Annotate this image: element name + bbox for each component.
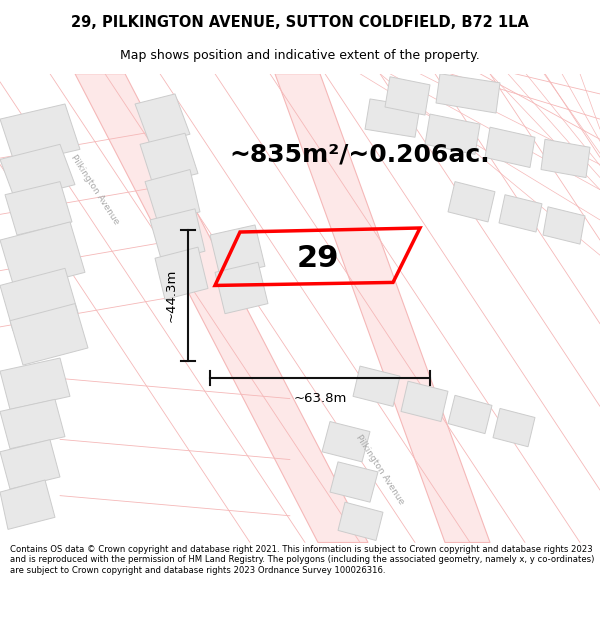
Text: ~63.8m: ~63.8m (293, 392, 347, 405)
Text: ~835m²/~0.206ac.: ~835m²/~0.206ac. (230, 142, 490, 166)
Polygon shape (425, 114, 480, 154)
Polygon shape (330, 462, 378, 502)
Polygon shape (353, 366, 400, 406)
Polygon shape (485, 127, 535, 168)
Text: Contains OS data © Crown copyright and database right 2021. This information is : Contains OS data © Crown copyright and d… (10, 545, 595, 575)
Polygon shape (385, 77, 430, 115)
Polygon shape (436, 74, 500, 113)
Polygon shape (0, 358, 70, 409)
Text: Pilkington Avenue: Pilkington Avenue (69, 153, 121, 226)
Polygon shape (75, 74, 368, 542)
Polygon shape (0, 104, 80, 164)
Polygon shape (150, 209, 205, 262)
Text: Map shows position and indicative extent of the property.: Map shows position and indicative extent… (120, 49, 480, 62)
Text: 29: 29 (297, 244, 339, 272)
Text: ~44.3m: ~44.3m (165, 269, 178, 322)
Polygon shape (145, 169, 200, 223)
Text: 29, PILKINGTON AVENUE, SUTTON COLDFIELD, B72 1LA: 29, PILKINGTON AVENUE, SUTTON COLDFIELD,… (71, 14, 529, 29)
Polygon shape (322, 421, 370, 462)
Polygon shape (155, 247, 208, 299)
Polygon shape (0, 268, 78, 331)
Polygon shape (448, 396, 492, 434)
Polygon shape (448, 182, 495, 222)
Polygon shape (0, 144, 75, 200)
Polygon shape (0, 399, 65, 449)
Polygon shape (499, 195, 542, 232)
Polygon shape (140, 133, 198, 184)
Polygon shape (275, 74, 490, 542)
Polygon shape (338, 502, 383, 541)
Polygon shape (0, 480, 55, 529)
Text: Pilkington Avenue: Pilkington Avenue (354, 433, 406, 506)
Polygon shape (210, 225, 265, 276)
Polygon shape (541, 139, 590, 177)
Polygon shape (365, 99, 420, 138)
Polygon shape (543, 207, 585, 244)
Polygon shape (401, 381, 448, 421)
Polygon shape (0, 439, 60, 489)
Polygon shape (5, 182, 72, 235)
Polygon shape (10, 304, 88, 365)
Polygon shape (493, 408, 535, 447)
Polygon shape (135, 94, 190, 144)
Polygon shape (215, 262, 268, 314)
Polygon shape (0, 222, 85, 291)
